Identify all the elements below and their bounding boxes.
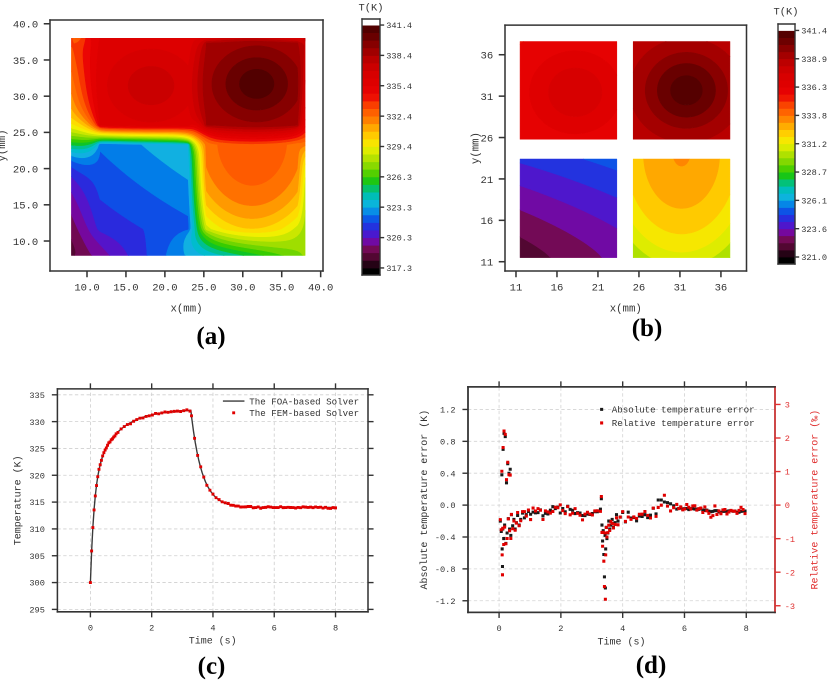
svg-text:Absolute temperature error: Absolute temperature error [612, 405, 755, 416]
svg-text:x(mm): x(mm) [610, 304, 642, 316]
svg-text:4: 4 [620, 624, 625, 634]
svg-text:The FEM-based Solver: The FEM-based Solver [249, 408, 359, 419]
svg-text:6: 6 [682, 624, 687, 634]
svg-text:20.0: 20.0 [13, 164, 38, 176]
svg-text:1: 1 [785, 468, 790, 478]
svg-text:Time (s): Time (s) [189, 636, 237, 647]
svg-text:21: 21 [481, 175, 494, 187]
svg-text:326.3: 326.3 [386, 173, 412, 183]
svg-text:15.0: 15.0 [113, 282, 138, 294]
svg-text:338.9: 338.9 [801, 55, 827, 65]
svg-text:y(mm): y(mm) [470, 132, 482, 164]
svg-text:10.0: 10.0 [74, 282, 99, 294]
svg-text:40.0: 40.0 [13, 20, 38, 32]
svg-text:335.4: 335.4 [386, 82, 412, 92]
svg-text:Relative temperature error (‰): Relative temperature error (‰) [810, 410, 821, 590]
svg-text:336.3: 336.3 [801, 83, 827, 93]
svg-text:0: 0 [496, 624, 501, 634]
svg-text:329.4: 329.4 [386, 143, 412, 153]
svg-text:11: 11 [510, 282, 523, 294]
svg-text:20.0: 20.0 [152, 282, 177, 294]
svg-text:0.4: 0.4 [440, 469, 456, 479]
svg-text:295: 295 [29, 606, 44, 616]
svg-text:6: 6 [272, 624, 277, 634]
svg-text:320.3: 320.3 [386, 234, 412, 244]
svg-text:31: 31 [674, 282, 687, 294]
svg-text:320: 320 [29, 471, 44, 481]
svg-text:-3: -3 [785, 602, 795, 612]
svg-text:1.2: 1.2 [440, 406, 456, 416]
svg-text:323.3: 323.3 [386, 203, 412, 213]
svg-text:338.4: 338.4 [386, 51, 412, 61]
svg-text:36: 36 [715, 282, 728, 294]
svg-text:Temperature (K): Temperature (K) [12, 455, 23, 545]
svg-text:0: 0 [785, 501, 790, 511]
svg-text:-2: -2 [785, 568, 795, 578]
svg-text:16: 16 [481, 216, 494, 228]
svg-text:326.1: 326.1 [801, 196, 827, 206]
svg-text:2: 2 [558, 624, 563, 634]
svg-text:35.0: 35.0 [13, 56, 38, 68]
svg-text:8: 8 [333, 624, 338, 634]
svg-text:-0.8: -0.8 [435, 565, 456, 575]
svg-text:T(K): T(K) [359, 3, 384, 15]
svg-text:35.0: 35.0 [269, 282, 294, 294]
svg-text:323.6: 323.6 [801, 225, 827, 235]
svg-text:y(mm): y(mm) [0, 129, 9, 161]
svg-text:0: 0 [88, 624, 93, 634]
svg-text:321.0: 321.0 [801, 253, 827, 263]
svg-text:Relative temperature error: Relative temperature error [612, 418, 755, 429]
svg-text:2: 2 [149, 624, 154, 634]
svg-text:15.0: 15.0 [13, 201, 38, 213]
svg-text:328.7: 328.7 [801, 168, 827, 178]
svg-text:317.3: 317.3 [386, 264, 412, 274]
svg-text:25.0: 25.0 [13, 128, 38, 140]
svg-text:T(K): T(K) [774, 7, 799, 19]
svg-text:31: 31 [481, 92, 494, 104]
svg-text:Time (s): Time (s) [598, 636, 646, 647]
svg-text:330: 330 [29, 418, 44, 428]
svg-text:30.0: 30.0 [13, 92, 38, 104]
svg-text:300: 300 [29, 579, 44, 589]
svg-text:36: 36 [481, 51, 494, 63]
svg-text:8: 8 [744, 624, 749, 634]
svg-text:30.0: 30.0 [230, 282, 255, 294]
svg-text:333.8: 333.8 [801, 112, 827, 122]
svg-text:26: 26 [481, 133, 494, 145]
svg-text:335: 335 [29, 391, 44, 401]
svg-text:25.0: 25.0 [191, 282, 216, 294]
svg-text:40.0: 40.0 [308, 282, 333, 294]
svg-text:305: 305 [29, 552, 44, 562]
svg-text:315: 315 [29, 498, 44, 508]
svg-text:-1.2: -1.2 [435, 597, 456, 607]
svg-text:3: 3 [785, 401, 790, 411]
svg-text:341.4: 341.4 [801, 27, 827, 37]
svg-text:331.2: 331.2 [801, 140, 827, 150]
svg-text:The FOA-based Solver: The FOA-based Solver [249, 396, 359, 407]
svg-text:325: 325 [29, 445, 44, 455]
svg-text:0.0: 0.0 [440, 501, 456, 511]
svg-text:16: 16 [551, 282, 564, 294]
svg-text:21: 21 [592, 282, 605, 294]
svg-text:310: 310 [29, 525, 44, 535]
svg-text:11: 11 [481, 258, 494, 270]
svg-text:10.0: 10.0 [13, 237, 38, 249]
svg-text:x(mm): x(mm) [170, 304, 202, 316]
svg-text:4: 4 [210, 624, 215, 634]
svg-text:0.8: 0.8 [440, 437, 456, 447]
svg-text:-0.4: -0.4 [435, 533, 456, 543]
svg-text:341.4: 341.4 [386, 21, 412, 31]
svg-text:2: 2 [785, 434, 790, 444]
svg-text:332.4: 332.4 [386, 112, 412, 122]
svg-text:-1: -1 [785, 535, 795, 545]
svg-text:26: 26 [633, 282, 646, 294]
svg-text:Absolute temperature error (K): Absolute temperature error (K) [419, 410, 430, 590]
